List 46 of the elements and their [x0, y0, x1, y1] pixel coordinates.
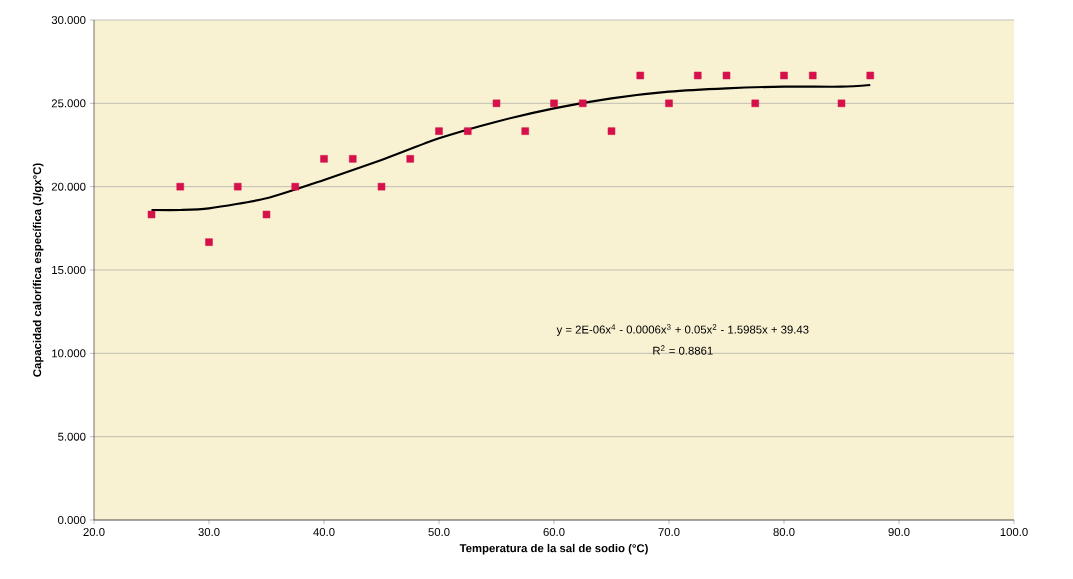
point: [464, 127, 472, 135]
point: [694, 71, 702, 80]
y-axis-title: Capacidad calorífica específica (J/gx°C): [32, 163, 44, 377]
point: [205, 238, 213, 246]
y-tick-label: 5.000: [58, 432, 86, 441]
point: [406, 155, 414, 163]
point: [521, 127, 529, 135]
point: [579, 99, 587, 108]
x-tick-label: 30.0: [198, 528, 220, 537]
point: [607, 127, 616, 135]
point: [837, 99, 846, 108]
point: [492, 99, 501, 108]
point: [751, 99, 759, 108]
x-tick-label: 50.0: [428, 528, 450, 537]
point: [866, 71, 874, 80]
annotation: R$^{2}$ = 0.8861: [653, 345, 713, 355]
point: [780, 71, 788, 80]
y-tick-label: 25.000: [51, 99, 86, 108]
y-tick-label: 30.000: [51, 15, 86, 24]
x-axis-title: Temperatura de la sal de sodio (°C): [459, 543, 648, 555]
point: [147, 210, 156, 219]
x-tick-label: 90.0: [888, 528, 910, 537]
point: [291, 182, 299, 191]
point: [377, 182, 386, 191]
point: [234, 182, 242, 191]
point: [262, 210, 271, 219]
x-tick-label: 70.0: [658, 528, 680, 537]
y-tick-label: 15.000: [52, 265, 86, 274]
point: [550, 99, 558, 108]
x-tick-label: 100.0: [1000, 528, 1028, 537]
point: [320, 155, 328, 163]
y-tick-label: 0.000: [58, 516, 86, 525]
point: [722, 71, 731, 80]
x-tick-label: 60.0: [543, 528, 565, 537]
x-tick-label: 80.0: [773, 528, 795, 537]
x-tick-label: 20.0: [83, 528, 105, 537]
point: [636, 71, 644, 80]
y-tick-label: 10.000: [52, 349, 86, 358]
point: [176, 182, 184, 191]
y-tick-label: 20.000: [51, 182, 86, 191]
point: [349, 155, 357, 163]
point: [809, 71, 817, 80]
point: [665, 99, 673, 108]
x-tick-label: 40.0: [313, 528, 335, 537]
point: [435, 127, 443, 135]
annotation: y = 2E-06x$^{4}$ - 0.0006x$^{3}$ + 0.05x$^{2}$ - 1.5985x + 39.43: [556, 324, 809, 336]
